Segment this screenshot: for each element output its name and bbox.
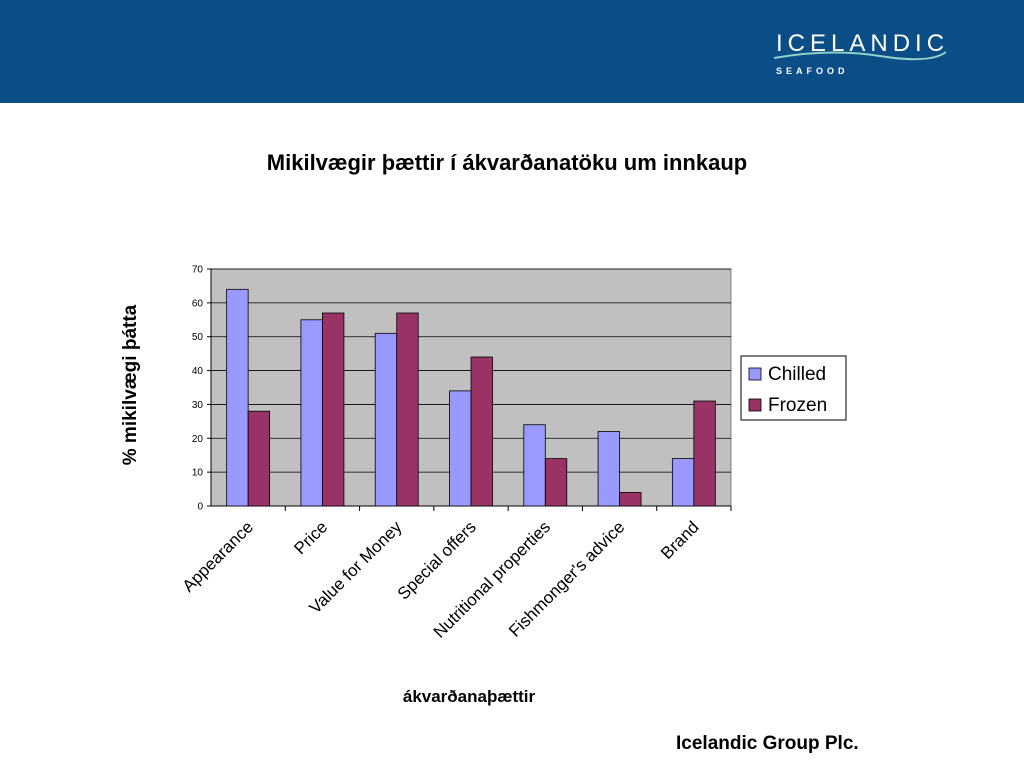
legend-label-chilled: Chilled [768, 364, 826, 385]
logo-wave-icon [773, 51, 947, 61]
bar-chilled [523, 424, 546, 507]
bar-frozen [619, 492, 642, 507]
bar-frozen [322, 312, 345, 507]
header-band: ICELANDIC SEAFOOD [0, 0, 1024, 103]
y-axis-label: % mikilvægi þátta [120, 304, 141, 465]
bar-chilled [374, 332, 398, 507]
bar-frozen [693, 400, 716, 507]
bar-chilled [597, 431, 620, 507]
y-tick-label: 40 [192, 366, 204, 377]
x-tick-label: Price [290, 517, 331, 558]
bar-chilled [226, 288, 249, 507]
bar-frozen [247, 410, 271, 507]
bar-frozen [470, 356, 493, 507]
footer-company-name: Icelandic Group Plc. [676, 733, 859, 754]
x-axis-label: ákvarðanaþættir [403, 687, 536, 706]
y-tick-label: 20 [192, 434, 204, 445]
y-tick-label: 0 [197, 502, 203, 513]
legend-label-frozen: Frozen [768, 395, 827, 416]
logo-wordmark: ICELANDIC [776, 30, 950, 57]
logo-subtitle: SEAFOOD [776, 66, 849, 76]
y-tick-label: 60 [192, 298, 204, 309]
slide-title: Mikilvægir þættir í ákvarðanatöku um inn… [266, 150, 748, 175]
bar-chilled [671, 458, 695, 507]
bar-chilled [449, 390, 472, 507]
legend-swatch-chilled [748, 367, 762, 381]
y-tick-label: 10 [192, 468, 204, 479]
bar-chilled [300, 319, 323, 507]
bar-frozen [544, 458, 568, 507]
y-tick-label: 70 [192, 265, 204, 276]
y-tick-label: 30 [192, 400, 204, 411]
legend-swatch-frozen [748, 398, 762, 412]
company-logo: ICELANDIC SEAFOOD [770, 28, 950, 82]
x-tick-label: Brand [657, 517, 703, 563]
bar-frozen [396, 312, 419, 507]
x-tick-label: Appearance [179, 517, 257, 595]
y-tick-label: 50 [192, 332, 204, 343]
